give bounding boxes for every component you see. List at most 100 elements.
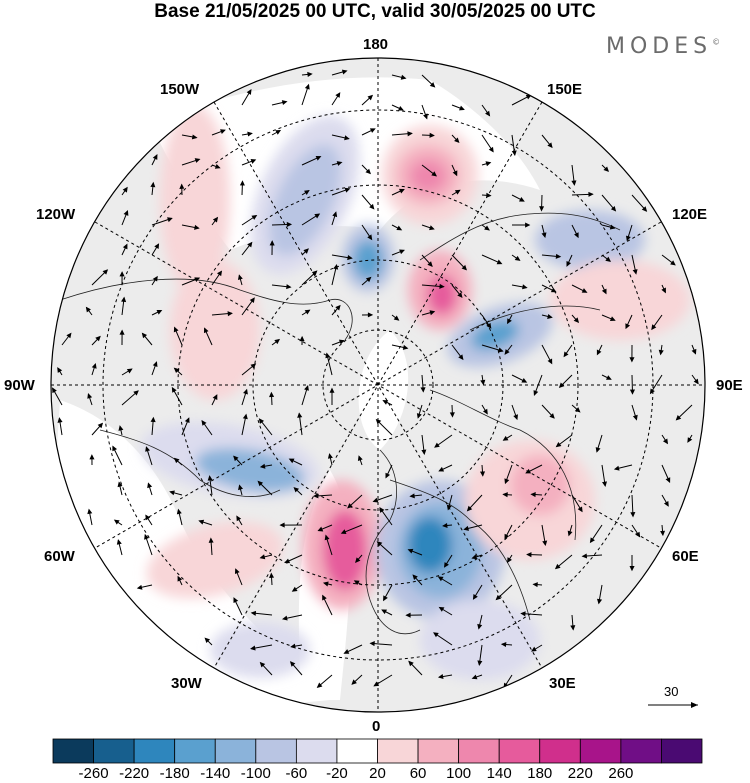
wind-arrow-head	[502, 492, 508, 498]
wind-arrow-head	[369, 128, 376, 133]
colorbar-swatch	[133, 738, 176, 764]
wind-arrow-head	[85, 306, 91, 313]
wind-arrow-head	[289, 661, 296, 667]
wind-arrow-head	[522, 284, 528, 290]
wind-arrow-head	[396, 225, 403, 231]
wind-arrow-head	[574, 232, 579, 239]
wind-arrow-head	[247, 241, 253, 248]
wind-arrow-head	[632, 414, 638, 421]
wind-arrow-head	[314, 213, 321, 219]
wind-arrow-head	[485, 110, 491, 117]
wind-arrow-head	[581, 288, 588, 293]
wind-arrow-head	[383, 595, 388, 602]
map-disk	[51, 58, 705, 712]
wind-arrow-head	[429, 82, 436, 88]
wind-arrow-head	[531, 646, 537, 652]
wind-arrow-head	[399, 188, 405, 194]
colorbar-swatch	[579, 738, 622, 764]
wind-arrow-head	[293, 487, 300, 493]
wind-arrow-head	[427, 261, 433, 267]
wind-arrow-head	[269, 572, 275, 578]
wind-arrow-head	[201, 419, 207, 426]
wind-arrow-head	[662, 438, 669, 445]
wind-arrow-head	[147, 482, 153, 489]
wind-arrow-head	[500, 641, 507, 648]
wind-arrow-head	[369, 641, 375, 647]
wind-arrow-head	[381, 609, 388, 615]
wind-arrow-head	[601, 288, 607, 295]
wind-arrow-head	[233, 455, 239, 462]
wind-arrow-head	[141, 332, 148, 339]
wind-arrow-head	[507, 318, 512, 325]
wind-arrow-head	[597, 598, 603, 605]
wind-arrow-head	[372, 497, 379, 503]
wind-arrow-head	[454, 137, 460, 144]
wind-arrow-head	[486, 192, 492, 198]
wind-arrow-head	[457, 292, 463, 298]
wind-arrow-head	[421, 449, 427, 456]
wind-arrow-head	[463, 525, 469, 531]
wind-arrow-head	[373, 681, 380, 687]
wind-arrow-head	[660, 530, 666, 537]
wind-arrow-head	[459, 105, 465, 111]
wind-arrow-head	[118, 425, 124, 431]
wind-arrow-head	[502, 435, 509, 441]
wind-arrow-head	[658, 349, 664, 356]
lon-label-60w: 60W	[44, 548, 75, 565]
wind-arrow-head	[335, 92, 341, 98]
wind-arrow-head	[407, 131, 413, 137]
colorbar-swatch	[661, 738, 703, 764]
wind-arrow-head	[281, 615, 288, 621]
wind-arrow-head	[123, 210, 129, 216]
wind-arrow-head	[547, 142, 553, 149]
wind-arrow-head	[87, 508, 93, 515]
wind-arrow-head	[630, 512, 636, 518]
wind-arrow-head	[574, 407, 581, 413]
wind-arrow-head	[605, 256, 612, 262]
logo-text: MODES	[606, 34, 713, 59]
wind-arrow-head	[416, 413, 422, 419]
wind-arrow-head	[651, 324, 657, 331]
wind-arrow-head	[250, 363, 257, 369]
wind-arrow-head	[122, 243, 128, 250]
logo-mark: ©	[712, 37, 721, 47]
wind-arrow-head	[167, 217, 173, 223]
wind-arrow-head	[351, 679, 357, 685]
colorbar-swatch	[377, 738, 419, 764]
wind-arrow-head	[539, 206, 545, 212]
wind-arrow-head	[259, 661, 266, 668]
wind-arrow-head	[577, 506, 583, 513]
wind-arrow-head	[482, 408, 488, 415]
wind-arrow-head	[632, 269, 638, 275]
colorbar-tick-label: 60	[409, 765, 427, 782]
wind-arrow-head	[513, 414, 518, 421]
wind-arrow-head	[563, 351, 569, 358]
wind-arrow-head	[303, 248, 309, 254]
colorbar-tick-label: -140	[200, 765, 231, 782]
wind-arrow-head	[269, 240, 275, 246]
wind-arrow-head	[525, 222, 531, 228]
lon-label-60e: 60E	[672, 548, 699, 565]
wind-arrow-head	[547, 314, 553, 319]
wind-arrow-head	[629, 389, 635, 395]
wind-arrow-head	[547, 358, 553, 365]
wind-arrow-head	[446, 504, 452, 511]
wind-arrow-head	[338, 339, 345, 345]
wind-arrow-head	[581, 553, 588, 559]
wind-arrow-head	[550, 287, 557, 293]
wind-arrow-head	[661, 287, 666, 294]
colorbar-tick-label: 20	[369, 765, 386, 782]
wind-arrow-head	[479, 471, 486, 477]
wind-arrow-head	[602, 481, 607, 487]
wind-arrow-head	[341, 69, 348, 75]
wind-arrow-head	[514, 255, 521, 261]
wind-arrow-head	[133, 390, 139, 396]
lon-label-30w: 30W	[171, 675, 202, 692]
wind-arrow-head	[307, 71, 313, 77]
anomaly-field	[141, 105, 690, 680]
wind-arrow-head	[258, 418, 265, 424]
wind-arrow-head	[365, 168, 372, 175]
wind-arrow-head	[269, 391, 275, 398]
wind-arrow-head	[367, 94, 374, 101]
wind-arrow-head	[431, 171, 438, 177]
